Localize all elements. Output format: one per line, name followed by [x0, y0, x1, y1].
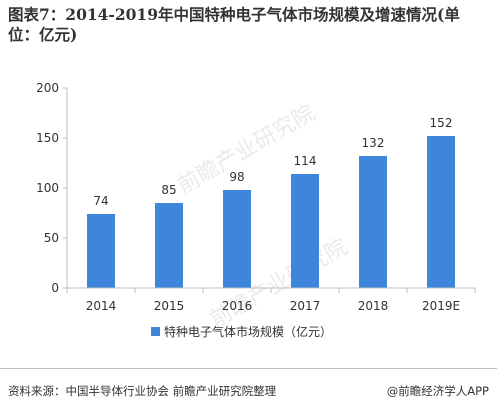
- data-label: 152: [430, 116, 453, 130]
- bar-chart: 前瞻产业研究院 前瞻产业研究院 0 50 100 150 200 74 85 98 114 13…: [36, 81, 476, 339]
- footer: 资料来源：中国半导体行业协会 前瞻产业研究院整理 @前瞻经济学人APP: [0, 368, 497, 409]
- x-tick-label: 2015: [154, 299, 185, 313]
- brand-text: @前瞻经济学人APP: [386, 384, 489, 398]
- bar: [223, 190, 251, 288]
- y-tick-label: 200: [36, 81, 59, 95]
- y-tick-label: 150: [36, 131, 59, 145]
- watermark: 前瞻产业研究院 前瞻产业研究院: [174, 101, 352, 334]
- x-axis: 2014 2015 2016 2017 2018 2019E: [66, 287, 476, 313]
- data-label: 98: [229, 170, 244, 184]
- x-tick-label: 2018: [358, 299, 389, 313]
- data-label: 132: [362, 136, 385, 150]
- data-label: 85: [161, 183, 176, 197]
- x-tick-label: 2019E: [422, 299, 460, 313]
- bar: [291, 174, 319, 288]
- source-text: 资料来源：中国半导体行业协会 前瞻产业研究院整理: [8, 384, 277, 398]
- y-tick-label: 100: [36, 181, 59, 195]
- y-tick-label: 0: [51, 281, 59, 295]
- legend-swatch: [151, 327, 160, 336]
- bar: [427, 136, 455, 288]
- bars-group: 74 85 98 114 132 152: [87, 116, 455, 288]
- bar: [359, 156, 387, 288]
- bar: [155, 203, 183, 288]
- bar: [87, 214, 115, 288]
- data-label: 74: [93, 194, 108, 208]
- y-tick-label: 50: [44, 231, 59, 245]
- x-tick-label: 2014: [86, 299, 117, 313]
- legend-label: 特种电子气体市场规模（亿元）: [164, 324, 332, 339]
- legend: 特种电子气体市场规模（亿元）: [151, 324, 332, 339]
- x-tick-label: 2016: [222, 299, 253, 313]
- y-axis: 0 50 100 150 200: [36, 81, 68, 295]
- data-label: 114: [294, 154, 317, 168]
- chart-title: 图表7：2014-2019年中国特种电子气体市场规模及增速情况(单位：亿元): [8, 5, 460, 44]
- x-tick-label: 2017: [290, 299, 321, 313]
